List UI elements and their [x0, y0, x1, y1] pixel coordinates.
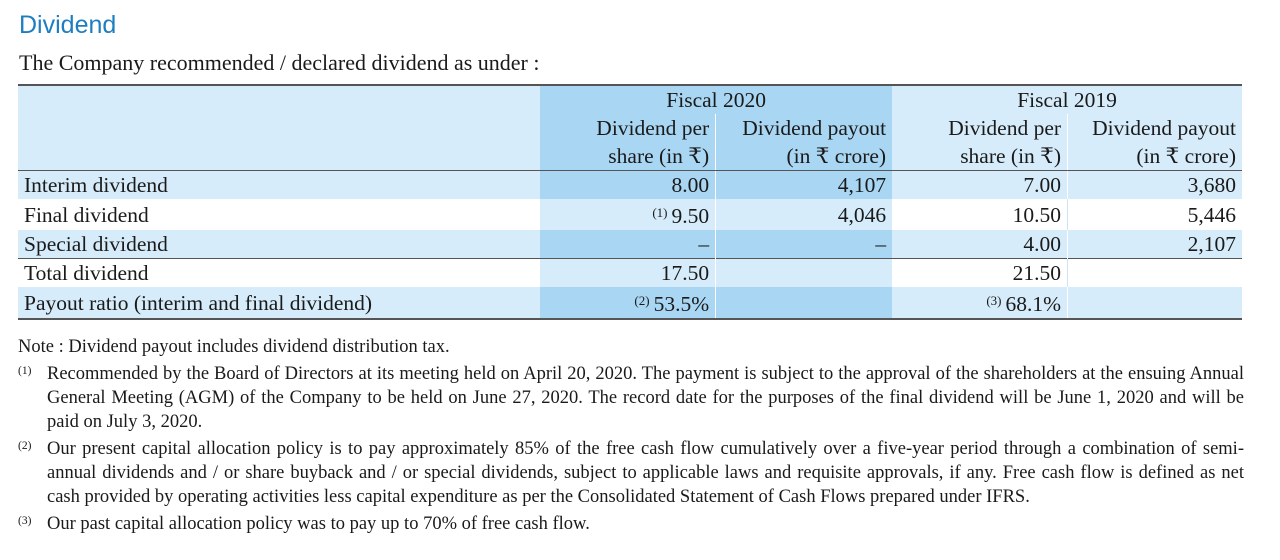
footnote-mark: (1): [18, 365, 32, 377]
table-row: Total dividend 17.50 21.50: [18, 258, 1242, 287]
row-label: Special dividend: [18, 230, 541, 259]
header-fiscal-2020: Fiscal 2020: [540, 84, 893, 114]
cell-fy19-per-share: (3) 68.1%: [892, 287, 1069, 320]
table-header-row-groups: Fiscal 2020 Fiscal 2019: [18, 84, 1242, 114]
table-row: Final dividend (1) 9.50 4,046 10.50 5,446: [18, 199, 1242, 230]
table-row: Special dividend – – 4.00 2,107: [18, 230, 1242, 259]
cell-fy19-per-share: 7.00: [892, 170, 1069, 199]
footnote-text: Our present capital allocation policy is…: [47, 439, 1244, 507]
footnote-1: (1) Recommended by the Board of Director…: [18, 362, 1244, 434]
cell-fy19-payout: 3,680: [1067, 170, 1242, 199]
footnote-text: Our past capital allocation policy was t…: [47, 514, 590, 534]
header-fy20-payout: Dividend payout (in ₹ crore): [715, 114, 893, 171]
intro-text: The Company recommended / declared divid…: [19, 50, 540, 75]
table-row: Interim dividend 8.00 4,107 7.00 3,680: [18, 170, 1242, 199]
cell-fy20-per-share: 8.00: [540, 170, 717, 199]
cell-fy19-payout: 2,107: [1067, 230, 1242, 259]
cell-fy19-per-share: 4.00: [892, 230, 1069, 259]
footnote-ref: (2): [634, 293, 650, 308]
note-main: Note : Dividend payout includes dividend…: [18, 337, 450, 357]
cell-fy20-payout: [715, 258, 893, 287]
footnote-ref: (3): [986, 293, 1002, 308]
header-empty-cell: [18, 114, 541, 171]
cell-fy20-payout: 4,046: [715, 199, 893, 230]
cell-fy20-per-share: –: [540, 230, 717, 259]
notes-section: Note : Dividend payout includes dividend…: [18, 335, 1244, 536]
table-row: Payout ratio (interim and final dividend…: [18, 287, 1242, 320]
cell-fy20-per-share: 17.50: [540, 258, 717, 287]
section-heading: Dividend: [19, 11, 117, 39]
footnote-mark: (2): [18, 440, 32, 452]
cell-fy20-payout: [715, 287, 893, 320]
row-label: Payout ratio (interim and final dividend…: [18, 287, 541, 320]
footnote-2: (2) Our present capital allocation polic…: [18, 437, 1244, 509]
header-fy19-per-share: Dividend per share (in ₹): [892, 114, 1069, 171]
row-label: Final dividend: [18, 199, 541, 230]
header-fiscal-2019: Fiscal 2019: [892, 84, 1242, 114]
header-empty-cell: [18, 84, 541, 114]
cell-fy19-per-share: 21.50: [892, 258, 1069, 287]
dividend-table: Fiscal 2020 Fiscal 2019 Dividend per shar…: [18, 84, 1242, 320]
footnote-ref: (1): [652, 205, 668, 220]
cell-fy19-payout: 5,446: [1067, 199, 1242, 230]
footnote-mark: (3): [18, 515, 32, 527]
cell-fy19-per-share: 10.50: [892, 199, 1069, 230]
cell-fy20-payout: –: [715, 230, 893, 259]
footnote-text: Recommended by the Board of Directors at…: [47, 364, 1244, 432]
header-fy20-per-share: Dividend per share (in ₹): [540, 114, 717, 171]
cell-fy19-payout: [1067, 287, 1242, 320]
cell-fy20-payout: 4,107: [715, 170, 893, 199]
row-label: Total dividend: [18, 258, 541, 287]
header-fy19-payout: Dividend payout (in ₹ crore): [1067, 114, 1242, 171]
cell-fy20-per-share: (1) 9.50: [540, 199, 717, 230]
cell-fy20-per-share: (2) 53.5%: [540, 287, 717, 320]
row-label: Interim dividend: [18, 170, 541, 199]
footnote-3: (3) Our past capital allocation policy w…: [18, 512, 1244, 536]
table-header-row-columns: Dividend per share (in ₹) Dividend payout…: [18, 114, 1242, 171]
cell-fy19-payout: [1067, 258, 1242, 287]
